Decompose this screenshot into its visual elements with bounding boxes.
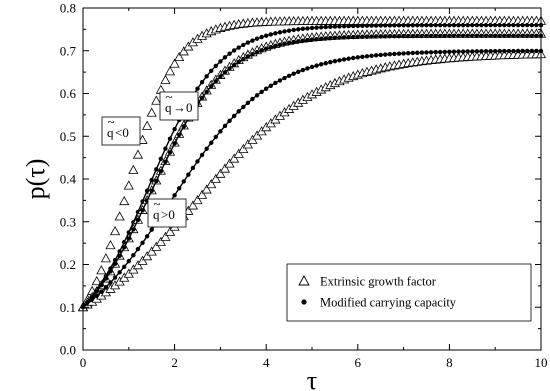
annotation-symbol: q (153, 207, 160, 222)
triangle-point (160, 74, 171, 84)
triangle-point (197, 189, 208, 199)
triangle-point (160, 231, 171, 241)
legend-circle-marker (301, 299, 307, 305)
triangle-point (142, 251, 153, 261)
legend-frame (286, 263, 532, 322)
annotation-symbol: q (107, 125, 114, 140)
annotation-relation: <0 (115, 125, 129, 140)
y-axis-label: p(τ) (21, 159, 50, 200)
triangle-point (215, 168, 226, 178)
triangle-point (169, 58, 180, 68)
triangle-point (164, 66, 176, 76)
triangle-point (201, 184, 212, 194)
y-axis-ticks: 0.0 0.1 0.2 0.3 0.4 0.5 0.6 0.7 0.8 (60, 1, 541, 358)
triangle-point (109, 226, 121, 236)
annotation-box: q~>0 (147, 196, 187, 228)
triangle-point (247, 134, 258, 144)
annotation-box: q~<0 (101, 114, 141, 146)
triangle-point (238, 143, 249, 153)
triangle-point (219, 163, 231, 173)
y-tick-label: 0.7 (60, 43, 77, 58)
x-axis-label: τ (307, 366, 317, 391)
x-tick-label: 0 (80, 355, 87, 370)
x-tick-label: 8 (446, 355, 453, 370)
y-tick-label: 0.6 (60, 86, 77, 101)
triangle-point (123, 180, 134, 190)
triangle-point (100, 253, 111, 263)
annotation-frame (101, 116, 141, 146)
triangle-point (128, 164, 139, 174)
legend: Extrinsic growth factor Modified carrying… (286, 263, 532, 322)
x-tick-label: 4 (263, 355, 270, 370)
fit-line (82, 35, 542, 308)
triangle-point (206, 179, 217, 189)
annotation-box: q~→0 (159, 89, 199, 121)
annotation-relation: →0 (173, 100, 193, 115)
annotation-tilde: ~ (154, 196, 161, 211)
triangle-point (192, 194, 203, 205)
annotation-tilde: ~ (166, 89, 173, 104)
y-tick-label: 0.0 (60, 343, 76, 358)
triangle-point (132, 149, 144, 159)
fit-line (82, 24, 541, 308)
triangle-point (146, 107, 157, 117)
y-tick-label: 0.8 (60, 1, 76, 16)
triangle-point (224, 158, 235, 168)
curve-annotations: q~<0q~→0q~>0 (101, 89, 199, 228)
triangle-point (210, 173, 221, 183)
annotation-symbol: q (165, 100, 172, 115)
legend-entry-label: Extrinsic growth factor (320, 275, 437, 289)
legend-entry-label: Modified carrying capacity (320, 296, 457, 310)
triangle-point (114, 211, 125, 221)
annotation-relation: >0 (161, 207, 175, 222)
triangle-point (119, 195, 130, 206)
triangle-point (137, 255, 148, 265)
triangle-point (151, 241, 162, 251)
triangle-point (151, 95, 162, 105)
y-tick-label: 0.2 (60, 257, 76, 272)
triangle-point (96, 265, 107, 275)
triangle-point (132, 260, 144, 270)
triangle-point (174, 51, 185, 62)
y-tick-label: 0.5 (60, 129, 76, 144)
y-tick-label: 0.1 (60, 300, 76, 315)
triangle-point (155, 236, 166, 246)
x-tick-label: 6 (355, 355, 362, 370)
x-tick-label: 10 (535, 355, 548, 370)
triangle-point (187, 200, 198, 210)
x-tick-label: 2 (171, 355, 178, 370)
y-tick-label: 0.4 (60, 172, 77, 187)
legend-triangle-marker (298, 275, 310, 286)
y-tick-label: 0.3 (60, 214, 76, 229)
triangle-point (178, 46, 189, 56)
triangle-point (233, 148, 244, 158)
triangle-point (164, 226, 176, 236)
triangle-point (229, 153, 240, 163)
triangle-point (242, 139, 253, 149)
triangle-point (142, 120, 153, 130)
triangle-point (146, 246, 157, 256)
annotation-tilde: ~ (108, 114, 115, 129)
x-axis-ticks: 0 2 4 6 8 10 (80, 8, 548, 370)
triangle-point (105, 240, 116, 250)
triangle-point (91, 276, 102, 286)
annotation-frame (147, 198, 187, 228)
annotation-frame (159, 91, 199, 121)
